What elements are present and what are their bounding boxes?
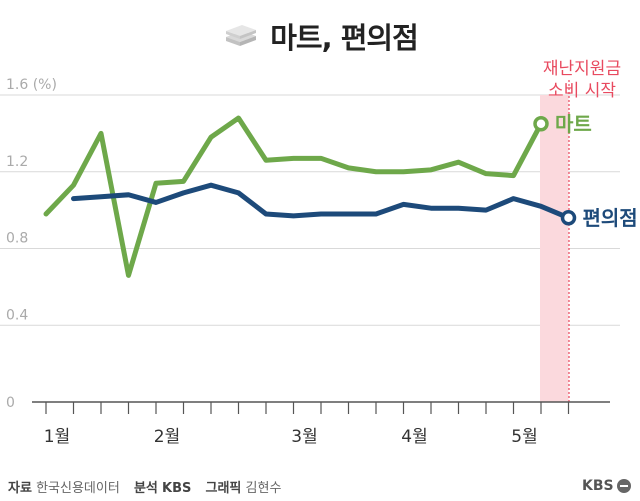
series-end-label: 마트 [555, 112, 592, 136]
kbs-logo: KBS [582, 478, 631, 494]
chart-title-area: 마트, 편의점 [0, 14, 640, 58]
x-month-label: 4월 [401, 427, 427, 447]
kbs-logo-text: KBS [582, 478, 614, 494]
axis-layer [32, 401, 610, 414]
chart-title: 마트, 편의점 [270, 21, 419, 55]
highlight-annotation-line2: 소비 시작 [548, 81, 616, 101]
grid-layer [0, 94, 620, 326]
highlight-layer [540, 80, 570, 402]
series-end-marker [560, 210, 577, 226]
y-tick-label: 0.8 [6, 231, 28, 247]
y-tick-label: 1.2 [6, 154, 28, 170]
graphic-label: 그래픽 [205, 481, 242, 496]
x-month-label: 2월 [154, 427, 180, 447]
source-value: 한국신용데이터 [36, 481, 120, 496]
series-end-marker [533, 116, 549, 132]
series-end-label: 편의점 [583, 206, 638, 230]
cash-stack-icon [226, 25, 257, 46]
footer-credits: 자료 한국신용데이터 분석 KBS 그래픽 김현수 [8, 477, 281, 496]
source-label: 자료 [8, 481, 32, 496]
highlight-band [540, 95, 569, 402]
analysis-value: KBS [162, 481, 192, 496]
x-month-label: 3월 [291, 427, 317, 447]
series-layer [43, 115, 577, 278]
x-month-label: 5월 [511, 427, 537, 447]
analysis-label: 분석 [133, 481, 158, 496]
graphic-value: 김현수 [245, 481, 282, 496]
kbs-logo-mark-icon [616, 479, 631, 493]
y-tick-label: 0.4 [6, 307, 28, 323]
y-tick-label: 0 [6, 395, 15, 411]
highlight-annotation-line1: 재난지원금 [543, 59, 621, 79]
y-tick-label: 1.6 (%) [6, 77, 57, 93]
x-month-label: 1월 [44, 427, 70, 447]
